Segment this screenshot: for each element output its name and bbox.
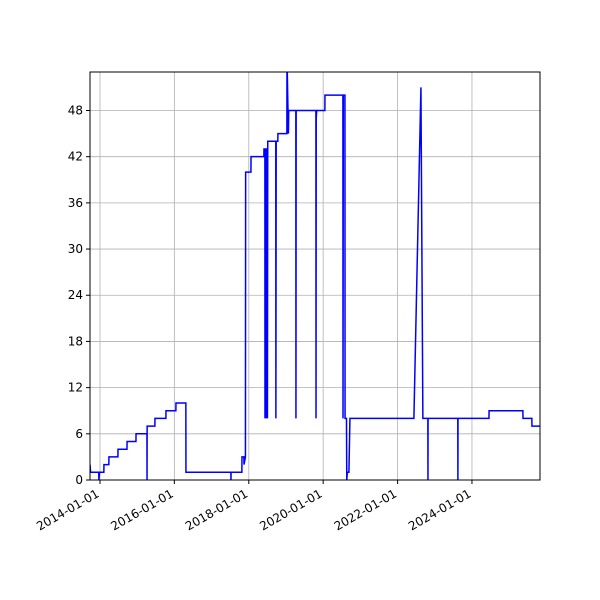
plot-frame — [89, 71, 541, 481]
data-line — [90, 72, 540, 480]
x-tick-label: 2016-01-01 — [108, 486, 175, 533]
y-tick-label: 18 — [68, 334, 83, 348]
y-tick-label: 24 — [68, 288, 83, 302]
x-tick-label: 2014-01-01 — [34, 486, 101, 533]
x-tick-label: 2018-01-01 — [183, 486, 250, 533]
x-tick-label: 2024-01-01 — [406, 486, 473, 533]
y-tick-label: 30 — [68, 242, 83, 256]
y-tick-label: 36 — [68, 196, 83, 210]
x-tick-label: 2020-01-01 — [257, 486, 324, 533]
y-tick-label: 48 — [68, 103, 83, 117]
y-tick-label: 0 — [75, 473, 83, 487]
y-tick-label: 6 — [75, 427, 83, 441]
y-tick-label: 42 — [68, 150, 83, 164]
x-tick-label: 2022-01-01 — [332, 486, 399, 533]
y-tick-label: 12 — [68, 381, 83, 395]
